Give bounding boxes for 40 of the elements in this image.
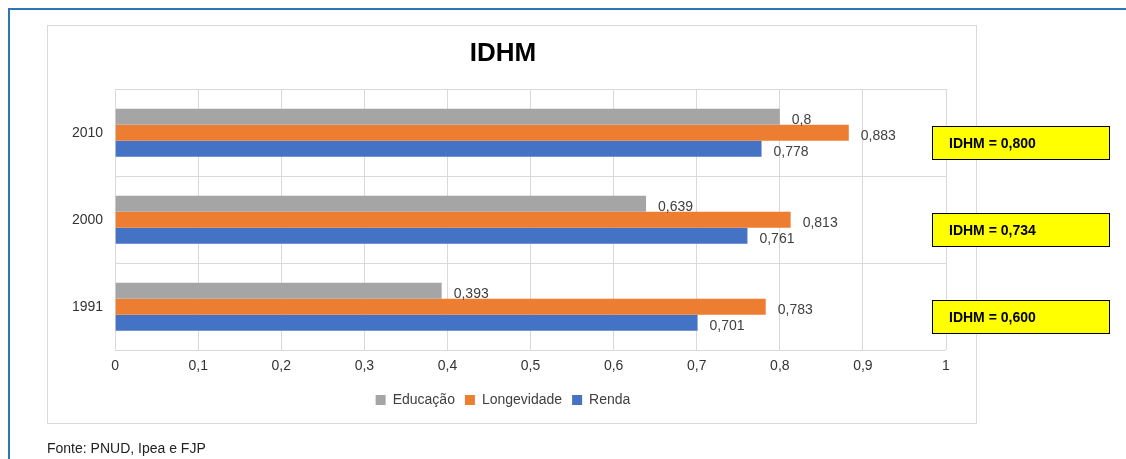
x-tick-label: 0,9 [853, 357, 873, 374]
y-tick-label: 2000 [71, 210, 104, 227]
data-label: 0,701 [709, 316, 745, 333]
x-tick-label: 0,2 [271, 357, 292, 374]
data-label: 0,783 [777, 300, 813, 317]
label-box: IDHM = 0,800 [932, 125, 1110, 160]
y-tick-label: 2010 [71, 123, 104, 140]
data-label: 0,761 [759, 229, 795, 246]
bar [115, 227, 748, 244]
bar [115, 211, 791, 228]
bar [115, 282, 442, 299]
x-tick-label: 0,6 [603, 357, 624, 374]
data-label: 0,8 [791, 110, 812, 127]
bar [115, 195, 647, 212]
data-label: 0,778 [773, 142, 809, 159]
y-tick-label: 1991 [71, 297, 104, 314]
x-tick-label: 0,8 [770, 357, 790, 374]
x-tick-label: 0,3 [354, 357, 375, 374]
label-box: IDHM = 0,600 [932, 299, 1110, 334]
x-tick-label: 1 [942, 357, 951, 374]
bar [115, 108, 780, 125]
legend-label: Longevidade [481, 390, 563, 407]
label-box: IDHM = 0,734 [932, 212, 1110, 247]
data-label: 0,883 [860, 126, 897, 143]
x-tick-label: 0,1 [188, 357, 209, 374]
x-tick-label: 0,4 [437, 357, 458, 374]
data-label: 0,393 [453, 284, 489, 301]
chart-title: IDHM [469, 36, 537, 67]
legend-label: Renda [589, 390, 631, 407]
bar [115, 314, 698, 331]
x-tick-label: 0,7 [687, 357, 707, 374]
legend-label: Educação [392, 390, 456, 407]
source-note: Fonte: PNUD, Ipea e FJP [47, 440, 206, 456]
data-label: 0,639 [658, 197, 694, 214]
bar [115, 298, 766, 315]
x-tick-label: 0,5 [520, 357, 541, 374]
bar [115, 140, 762, 157]
x-tick-label: 0 [111, 357, 120, 374]
bar [115, 124, 849, 141]
data-label: 0,813 [802, 213, 838, 230]
